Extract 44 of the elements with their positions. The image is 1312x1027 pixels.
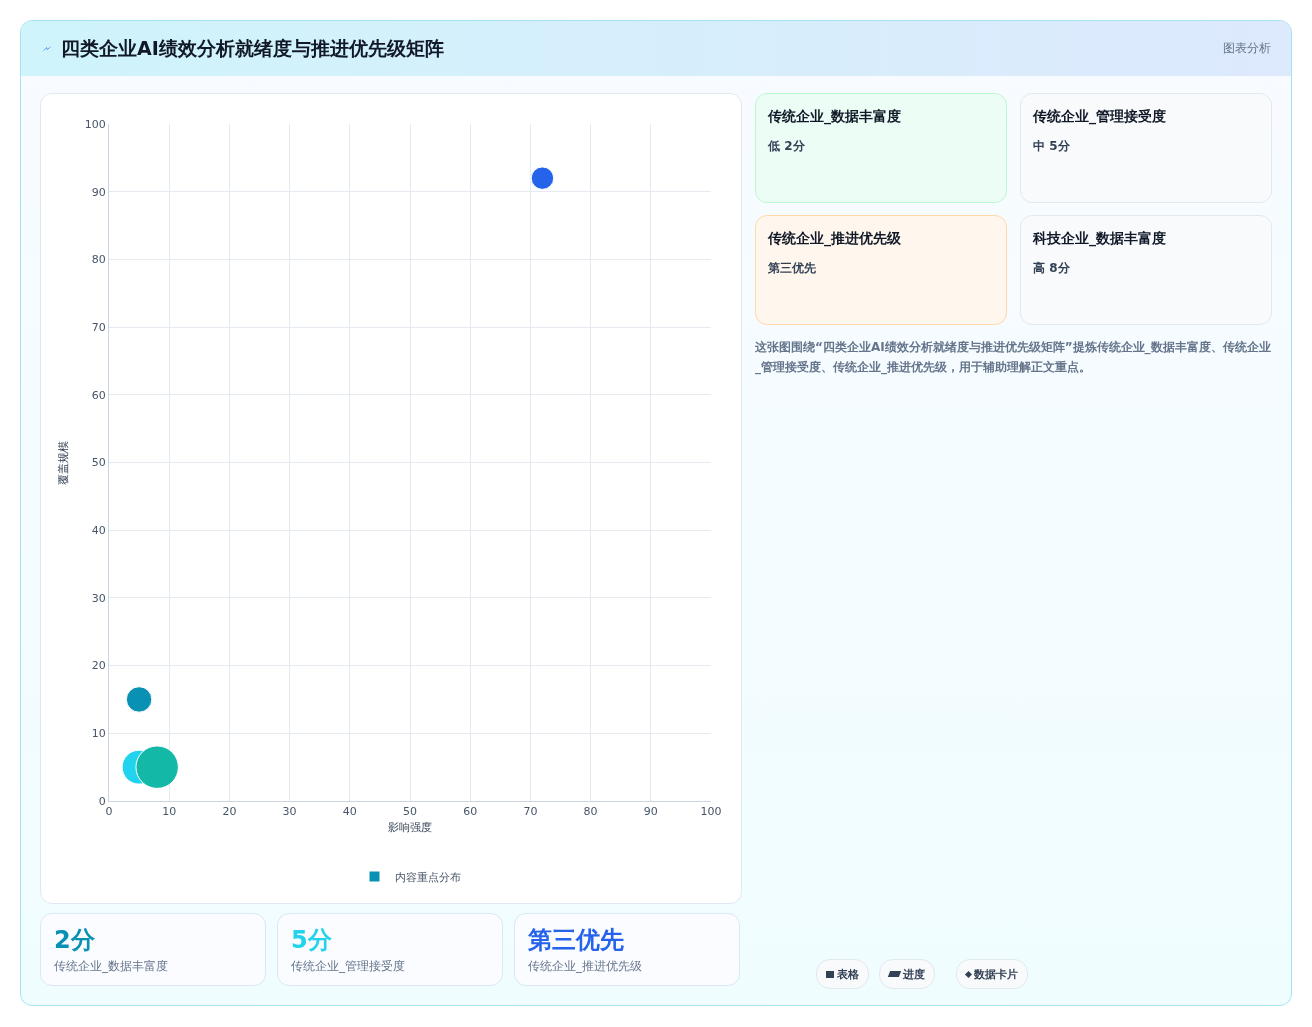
x-tick-label: 90 bbox=[643, 805, 658, 819]
text: 科技企业_数据丰富度 bbox=[1033, 230, 1167, 248]
x-axis-title: 影响强度 bbox=[388, 819, 432, 835]
y-tick-label: 0 bbox=[98, 794, 106, 808]
y-tick-label: 40 bbox=[91, 524, 106, 538]
y-tick-label: 20 bbox=[91, 659, 106, 673]
x-tick-label: 100 bbox=[700, 805, 722, 819]
x-tick-label: 40 bbox=[342, 805, 357, 819]
y-tick-label: 30 bbox=[91, 591, 106, 605]
x-tick-label: 60 bbox=[463, 805, 478, 819]
text: 进度 bbox=[903, 966, 925, 982]
text: 第三优先 bbox=[768, 260, 817, 277]
text: 图表分析 bbox=[1223, 40, 1271, 57]
y-tick-label: 50 bbox=[91, 456, 106, 470]
text: 表格 bbox=[837, 966, 859, 982]
legend-label: 内容重点分布 bbox=[394, 868, 461, 884]
text: 2分 bbox=[54, 925, 96, 956]
y-tick-label: 70 bbox=[91, 320, 106, 334]
y-tick-label: 60 bbox=[91, 388, 106, 402]
text: 5分 bbox=[291, 925, 333, 956]
text: 高 8分 bbox=[1033, 260, 1071, 277]
y-tick-label: 90 bbox=[91, 185, 106, 199]
x-tick-label: 20 bbox=[222, 805, 237, 819]
x-tick-label: 30 bbox=[282, 805, 297, 819]
text: 传统企业_数据丰富度 bbox=[54, 958, 169, 975]
x-tick-label: 80 bbox=[583, 805, 598, 819]
text: 传统企业_数据丰富度 bbox=[768, 108, 902, 126]
x-tick-label: 10 bbox=[162, 805, 177, 819]
x-tick-label: 50 bbox=[403, 805, 417, 819]
y-axis-title: 覆盖规模 bbox=[55, 440, 71, 485]
text: 传统企业_推进优先级 bbox=[528, 958, 643, 975]
x-tick-label: 70 bbox=[523, 805, 538, 819]
text: 传统企业_管理接受度 bbox=[1033, 108, 1167, 126]
text: 中 5分 bbox=[1033, 138, 1071, 155]
y-tick-label: 80 bbox=[91, 253, 106, 267]
text: 传统企业_推进优先级 bbox=[768, 230, 902, 248]
chart-title: 四类企业AI绩效分析就绪度与推进优先级矩阵 bbox=[61, 35, 444, 61]
text: 数据卡片 bbox=[974, 966, 1018, 982]
text: 第三优先 bbox=[528, 925, 625, 956]
text: 这张图围绕“四类企业AI绩效分析就绪度与推进优先级矩阵”提炼传统企业_数据丰富度、传统企业_管理接受度、传统企业_推进优先级，用于辅助理解正文重点。 bbox=[755, 339, 1272, 377]
text: 传统企业_管理接受度 bbox=[291, 958, 406, 975]
text: 低 2分 bbox=[768, 138, 806, 155]
y-tick-label: 10 bbox=[91, 727, 106, 741]
y-tick-label: 100 bbox=[84, 117, 106, 131]
